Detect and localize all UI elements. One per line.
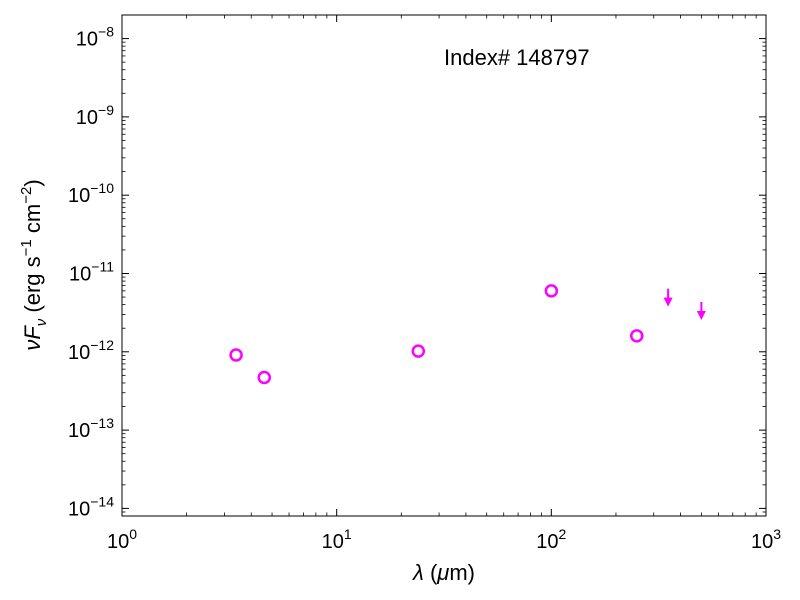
x-tick-label: 102 xyxy=(536,526,566,553)
y-tick-label: 10−10 xyxy=(68,180,114,207)
y-tick-label: 10−14 xyxy=(68,493,114,520)
upper-limit-arrow xyxy=(696,302,706,321)
y-tick-label: 10−13 xyxy=(68,415,114,442)
data-point xyxy=(544,284,559,298)
data-point xyxy=(411,344,426,358)
x-tick-label: 101 xyxy=(322,526,352,553)
data-point xyxy=(229,348,243,362)
upper-limit-head xyxy=(663,297,673,307)
y-tick-label: 10−8 xyxy=(76,24,114,51)
x-tick-label: 103 xyxy=(751,526,781,553)
data-point xyxy=(257,370,272,385)
plot-frame xyxy=(121,14,767,517)
minor-ticks xyxy=(122,15,766,516)
y-axis-title: νFν (erg s−1 cm−2) xyxy=(18,179,50,350)
x-axis-title: λ (μm) xyxy=(412,560,475,585)
tick-labels: 100 101 102 103 10−14 10−13 10−12 10−11 10−10 10−… xyxy=(68,24,781,553)
index-annotation: Index# 148797 xyxy=(444,45,590,70)
x-tick-label: 100 xyxy=(107,526,137,553)
data-point xyxy=(630,329,644,343)
major-ticks xyxy=(121,15,767,516)
upper-limit-arrow xyxy=(663,288,673,307)
y-tick-label: 10−12 xyxy=(68,337,114,364)
upper-limit-head xyxy=(696,311,706,321)
data-markers xyxy=(229,284,706,385)
y-tick-label: 10−11 xyxy=(69,258,114,285)
y-tick-label: 10−9 xyxy=(76,102,114,129)
